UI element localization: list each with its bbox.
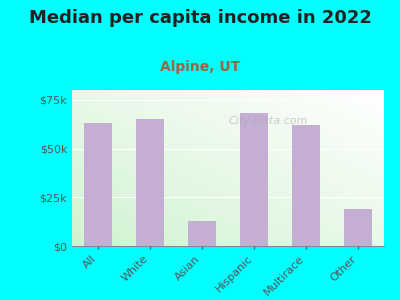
Text: Median per capita income in 2022: Median per capita income in 2022 [28,9,372,27]
Bar [240,113,268,246]
Bar [136,119,164,246]
Text: Alpine, UT: Alpine, UT [160,60,240,74]
Bar [84,123,112,246]
Bar [292,125,320,246]
Bar [344,209,372,246]
Text: City-Data.com: City-Data.com [229,116,308,126]
Bar [188,221,216,246]
